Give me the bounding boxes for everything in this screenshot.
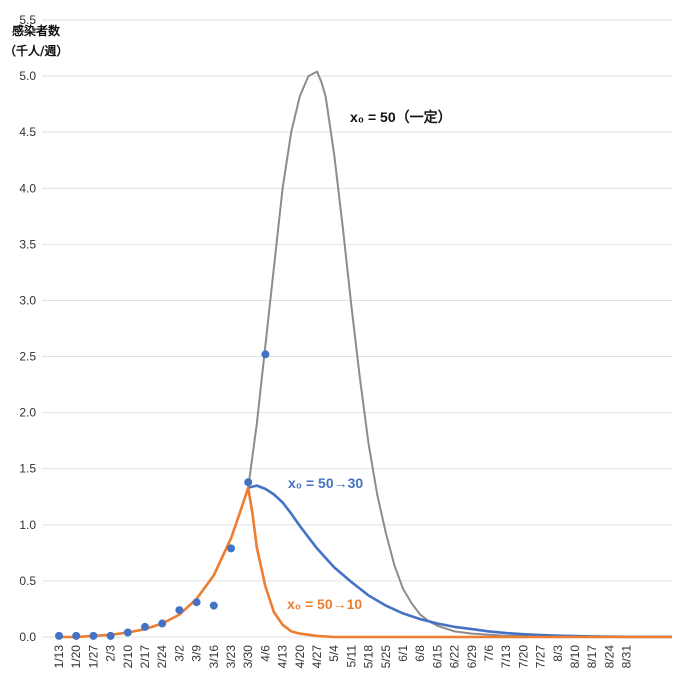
x-tick-label: 3/30 (241, 645, 255, 669)
x-tick-label: 8/3 (551, 645, 565, 662)
observed-point (175, 606, 184, 615)
y-axis-ticks: 0.0 0.5 1.0 1.5 2.0 2.5 3.0 3.5 4.0 4.5 5.0 5.5 (19, 13, 36, 644)
observed-point (123, 628, 132, 637)
observed-point (89, 631, 98, 640)
x-tick-label: 5/4 (327, 645, 341, 662)
x-tick-label: 1/27 (86, 645, 100, 669)
observed-points (55, 350, 270, 640)
x-tick-label: 3/23 (224, 645, 238, 669)
x-tick-label: 6/8 (413, 645, 427, 662)
y-tick-label: 0.5 (19, 574, 36, 588)
x-tick-label: 3/2 (172, 645, 186, 662)
x-tick-label: 7/20 (516, 645, 530, 669)
y-tick-label: 5.5 (19, 13, 36, 27)
x-tick-label: 4/27 (310, 645, 324, 669)
annotation-50-30: x₀ = 50→30 (288, 475, 363, 491)
observed-point (158, 619, 167, 628)
x-tick-label: 6/22 (448, 645, 462, 669)
x-tick-label: 2/10 (121, 645, 135, 669)
x-tick-label: 6/15 (430, 645, 444, 669)
x-tick-label: 6/29 (465, 645, 479, 669)
x-tick-label: 7/27 (534, 645, 548, 669)
annotation-constant: x₀ = 50（一定） (350, 109, 452, 125)
observed-point (106, 631, 115, 640)
x-tick-label: 5/18 (362, 645, 376, 669)
y-tick-label: 4.0 (19, 181, 36, 195)
series-lines (59, 70, 672, 639)
x-tick-label: 7/13 (499, 645, 513, 669)
x-tick-label: 1/13 (52, 645, 66, 669)
x-tick-label: 5/11 (344, 645, 358, 668)
observed-point (261, 350, 270, 359)
y-tick-label: 2.5 (19, 350, 36, 364)
y-tick-label: 1.5 (19, 462, 36, 476)
x-tick-label: 8/24 (602, 645, 616, 669)
x-tick-label: 2/24 (155, 645, 169, 669)
y-axis-label-line2: （千人/週） (4, 43, 68, 58)
observed-point (141, 622, 149, 631)
series-line-2 (59, 486, 672, 639)
annotation-50-10: x₀ = 50→10 (287, 596, 362, 612)
x-tick-label: 3/16 (207, 645, 221, 669)
x-axis-ticks: 1/13 1/20 1/27 2/3 2/10 2/17 2/24 3/2 3/9 3/16 3/2… (52, 645, 634, 669)
x-tick-label: 8/17 (585, 645, 599, 669)
y-tick-label: 3.5 (19, 237, 36, 251)
observed-point (209, 601, 218, 610)
observed-point (227, 544, 235, 553)
observed-point (72, 631, 81, 640)
y-tick-label: 4.5 (19, 125, 36, 139)
y-tick-label: 3.0 (19, 293, 36, 307)
y-axis-label-line1: 感染者数 (12, 23, 61, 38)
y-tick-label: 1.0 (19, 518, 36, 532)
x-tick-label: 8/10 (568, 645, 582, 669)
x-tick-label: 4/6 (258, 645, 272, 662)
series-line-0 (59, 70, 672, 638)
x-tick-label: 2/17 (138, 645, 152, 669)
x-tick-label: 4/20 (293, 645, 307, 669)
x-tick-label: 1/20 (69, 645, 83, 669)
x-tick-label: 8/31 (620, 645, 634, 669)
observed-point (192, 598, 201, 607)
y-tick-label: 2.0 (19, 406, 36, 420)
x-tick-label: 4/13 (276, 645, 290, 669)
x-tick-label: 6/1 (396, 645, 410, 662)
x-tick-label: 3/9 (190, 645, 204, 662)
series-line-1 (247, 484, 672, 639)
x-tick-label: 5/25 (379, 645, 393, 669)
y-tick-label: 5.0 (19, 69, 36, 83)
observed-point (55, 631, 63, 640)
x-tick-label: 2/3 (104, 645, 118, 662)
observed-point (244, 478, 253, 487)
x-tick-label: 7/6 (482, 645, 496, 662)
y-tick-label: 0.0 (19, 630, 36, 644)
